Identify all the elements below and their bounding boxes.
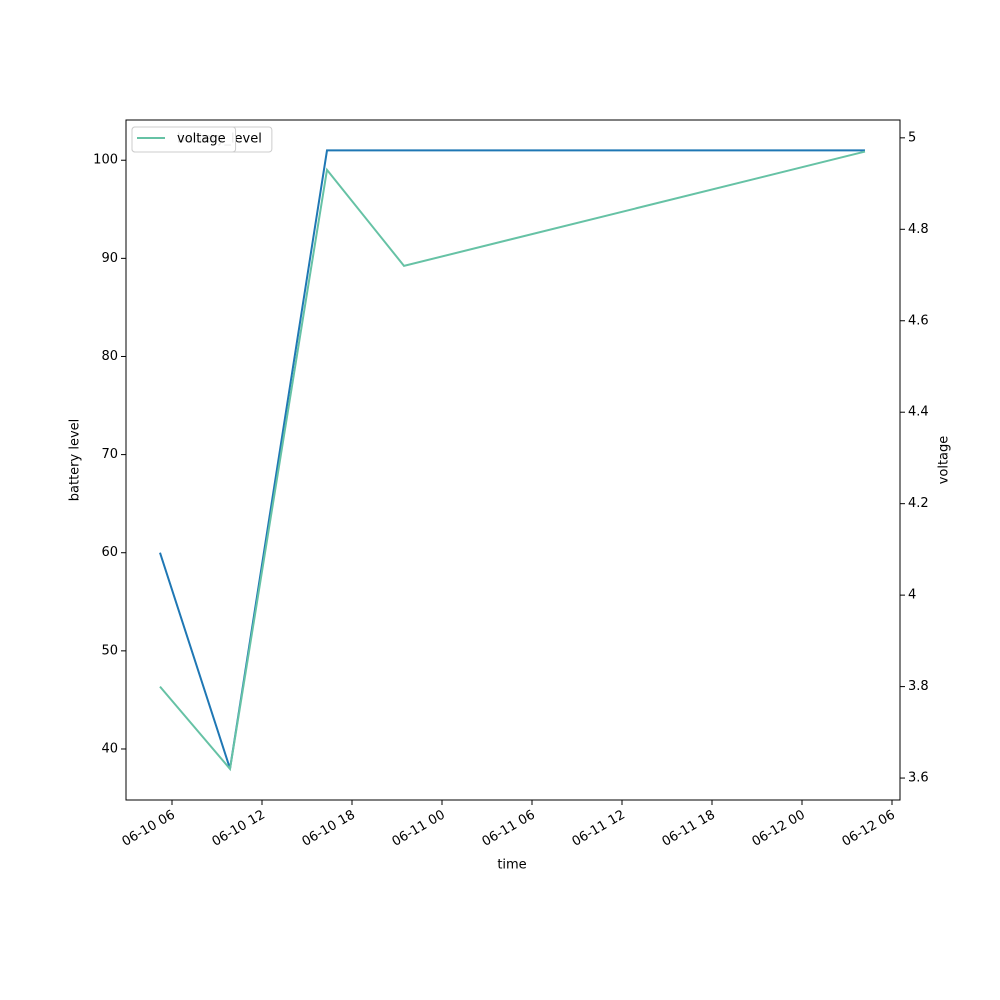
y2-tick-label: 4.4 (908, 405, 929, 420)
y2-tick-label: 4 (908, 588, 916, 603)
y2-tick-label: 5 (908, 130, 916, 145)
x-tick-label: 06-12 06 (840, 808, 898, 850)
axes-frame (125, 119, 901, 801)
legend-label: voltage (177, 132, 226, 147)
y2-tick-label: 3.6 (908, 771, 929, 786)
x-tick-label: 06-10 18 (300, 808, 358, 850)
legend: voltage (131, 126, 237, 153)
x-tick-label: 06-11 12 (570, 808, 628, 850)
y2-tick-label: 4.2 (908, 496, 929, 511)
x-tick-label: 06-10 06 (120, 808, 178, 850)
y2-axis-label: voltage (937, 436, 952, 485)
y-tick-label: 40 (101, 741, 118, 756)
y-tick-label: 100 (93, 153, 118, 168)
y-tick-label: 80 (101, 349, 118, 364)
y-axis-label: battery level (68, 419, 83, 502)
y2-tick-label: 4.8 (908, 222, 929, 237)
y-tick-label: 70 (101, 447, 118, 462)
legend-box (131, 126, 237, 153)
y2-tick-label: 4.6 (908, 313, 929, 328)
x-tick-label: 06-11 06 (480, 808, 538, 850)
line-series (159, 149, 865, 769)
x-tick-label: 06-12 00 (750, 808, 808, 850)
x-tick-label: 06-11 00 (390, 808, 448, 850)
x-tick-label: 06-11 18 (660, 808, 718, 850)
y-tick-label: 90 (101, 251, 118, 266)
y2-tick-label: 3.8 (908, 679, 929, 694)
line-series (159, 150, 866, 772)
x-axis-label: time (497, 858, 526, 873)
y-tick-label: 50 (101, 643, 118, 658)
y-tick-label: 60 (101, 545, 118, 560)
x-tick-label: 06-10 12 (210, 808, 268, 850)
